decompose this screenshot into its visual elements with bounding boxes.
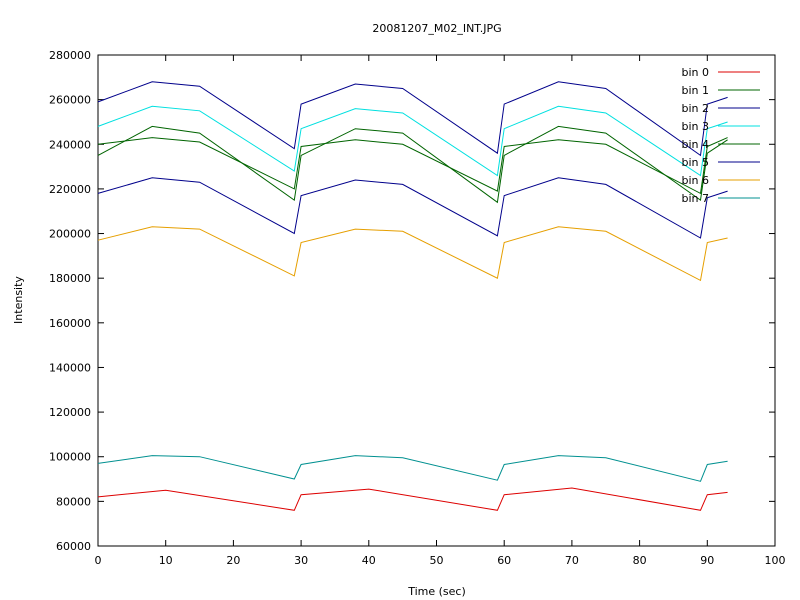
legend-label: bin 7 xyxy=(681,192,709,205)
legend-label: bin 3 xyxy=(681,120,709,133)
x-tick-label: 30 xyxy=(294,554,308,567)
series-line-bin-6 xyxy=(97,226,728,282)
y-tick-label: 120000 xyxy=(49,406,91,419)
series-layer xyxy=(97,81,728,511)
x-tick-label: 0 xyxy=(95,554,102,567)
y-tick-label: 200000 xyxy=(49,228,91,241)
y-tick-label: 260000 xyxy=(49,94,91,107)
series-line-bin-1 xyxy=(97,125,728,204)
x-tick-label: 50 xyxy=(430,554,444,567)
legend-label: bin 2 xyxy=(681,102,709,115)
x-tick-label: 40 xyxy=(362,554,376,567)
y-tick-label: 280000 xyxy=(49,49,91,62)
series-line-bin-7 xyxy=(97,455,728,482)
y-tick-label: 100000 xyxy=(49,451,91,464)
y-tick-label: 80000 xyxy=(56,495,91,508)
legend-label: bin 5 xyxy=(681,156,709,169)
series-line-bin-4 xyxy=(97,137,728,195)
x-tick-label: 100 xyxy=(765,554,786,567)
y-tick-label: 140000 xyxy=(49,361,91,374)
y-tick-label: 60000 xyxy=(56,540,91,553)
series-line-bin-2 xyxy=(97,81,728,157)
y-axis-label: Intensity xyxy=(12,276,25,324)
chart-title: 20081207_M02_INT.JPG xyxy=(372,22,501,35)
y-tick-label: 220000 xyxy=(49,183,91,196)
x-tick-label: 90 xyxy=(700,554,714,567)
x-tick-label: 80 xyxy=(633,554,647,567)
series-line-bin-5 xyxy=(97,177,728,239)
legend-label: bin 1 xyxy=(681,84,709,97)
legend-label: bin 6 xyxy=(681,174,709,187)
legend-label: bin 4 xyxy=(681,138,709,151)
x-tick-label: 70 xyxy=(565,554,579,567)
y-tick-label: 180000 xyxy=(49,272,91,285)
y-axis: 60000 80000 100000 120000 140000 160000 180000… xyxy=(49,49,775,553)
legend: bin 0 bin 1 bin 2 bin 3 bin 4 bin 5 bin 6 bin 7 xyxy=(681,66,760,205)
x-axis-label: Time (sec) xyxy=(407,585,466,598)
x-axis: 0 10 20 30 40 50 60 70 80 90 100 xyxy=(95,55,786,567)
x-tick-label: 10 xyxy=(159,554,173,567)
series-line-bin-3 xyxy=(97,105,728,177)
plot-frame xyxy=(97,54,776,547)
x-tick-label: 60 xyxy=(497,554,511,567)
y-tick-label: 240000 xyxy=(49,138,91,151)
series-line-bin-0 xyxy=(97,487,728,511)
legend-label: bin 0 xyxy=(681,66,709,79)
x-tick-label: 20 xyxy=(226,554,240,567)
y-tick-label: 160000 xyxy=(49,317,91,330)
